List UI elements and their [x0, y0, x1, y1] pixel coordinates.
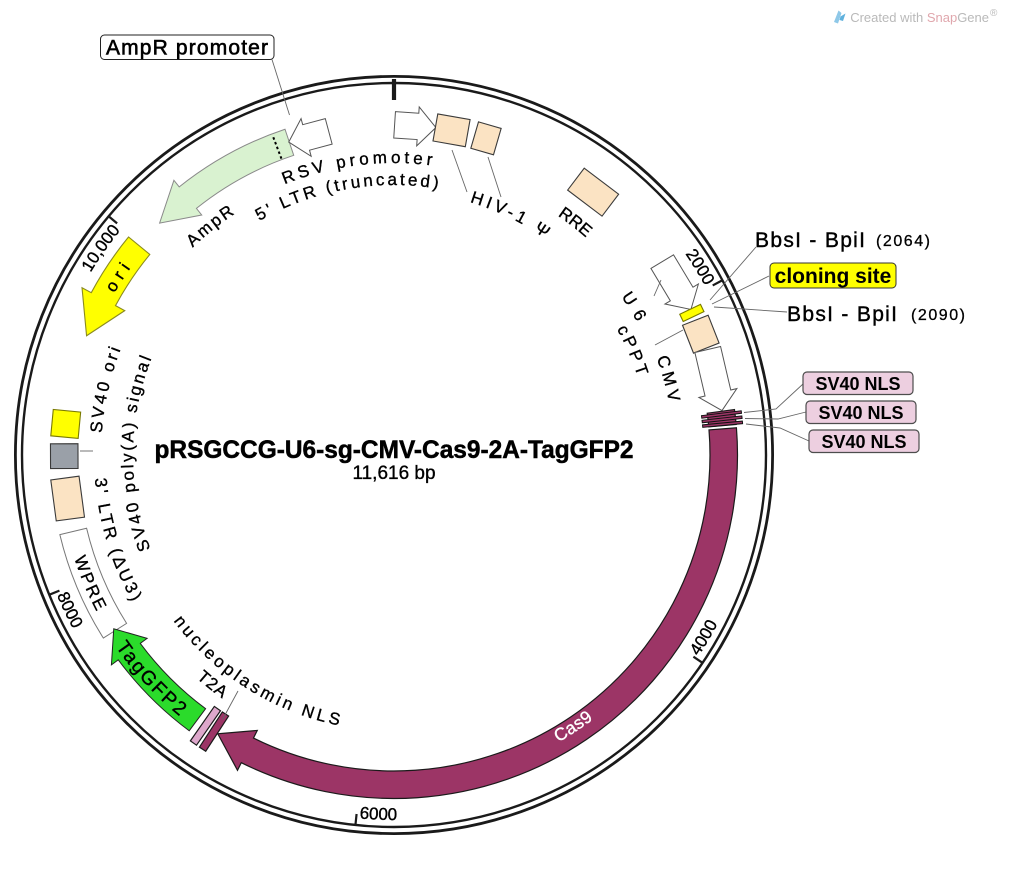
svg-text:pRSGCCG-U6-sg-CMV-Cas9-2A-TagG: pRSGCCG-U6-sg-CMV-Cas9-2A-TagGFP2 — [155, 436, 634, 464]
svg-text:SV40 NLS: SV40 NLS — [821, 432, 906, 452]
svg-text:(2090): (2090) — [911, 307, 965, 324]
svg-text:BbsI - BpiI: BbsI - BpiI — [787, 303, 897, 326]
svg-text:AmpR promoter: AmpR promoter — [106, 37, 268, 60]
svg-text:(2064): (2064) — [876, 233, 930, 250]
svg-text:®: ® — [990, 8, 998, 19]
svg-text:6000: 6000 — [359, 803, 397, 824]
svg-text:11,616 bp: 11,616 bp — [352, 463, 435, 484]
svg-text:BbsI - BpiI: BbsI - BpiI — [755, 229, 865, 252]
svg-text:cloning site: cloning site — [775, 265, 892, 288]
svg-text:Created with SnapGene: Created with SnapGene — [850, 10, 989, 25]
svg-text:SV40 NLS: SV40 NLS — [818, 403, 903, 423]
svg-text:SV40 NLS: SV40 NLS — [815, 374, 900, 394]
